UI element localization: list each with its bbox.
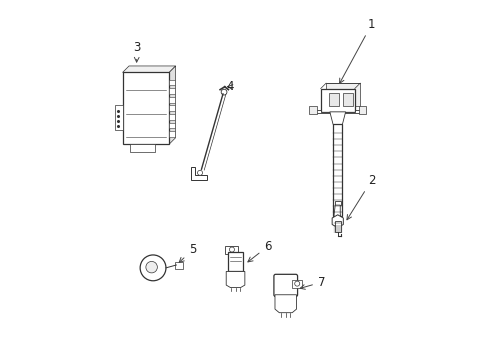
Polygon shape — [329, 112, 345, 125]
Bar — [175, 262, 183, 269]
Text: 4: 4 — [226, 80, 233, 93]
Bar — [168, 131, 174, 137]
Circle shape — [145, 261, 157, 273]
Bar — [168, 80, 174, 85]
Polygon shape — [314, 110, 360, 113]
Polygon shape — [190, 167, 207, 180]
Bar — [358, 106, 366, 114]
Bar — [168, 105, 174, 111]
Bar — [343, 93, 352, 107]
Circle shape — [221, 89, 226, 95]
Bar — [129, 144, 155, 152]
Bar — [334, 201, 340, 205]
Text: 1: 1 — [339, 18, 375, 84]
Bar — [122, 72, 169, 144]
Polygon shape — [331, 215, 343, 228]
Polygon shape — [122, 66, 175, 72]
Polygon shape — [274, 295, 296, 313]
Bar — [227, 252, 243, 271]
Bar — [168, 123, 174, 129]
Text: 7: 7 — [300, 276, 325, 289]
Circle shape — [140, 255, 165, 281]
Text: 6: 6 — [247, 240, 271, 262]
Circle shape — [294, 281, 299, 286]
Bar — [168, 114, 174, 120]
Text: 3: 3 — [133, 41, 141, 62]
Text: 2: 2 — [346, 174, 375, 220]
Bar — [225, 246, 238, 253]
Bar — [292, 280, 302, 288]
Polygon shape — [333, 205, 341, 220]
Circle shape — [229, 247, 234, 252]
FancyBboxPatch shape — [273, 274, 297, 297]
Bar — [320, 89, 354, 112]
Bar — [168, 88, 174, 94]
Bar — [334, 221, 340, 232]
Polygon shape — [169, 66, 175, 144]
Text: 5: 5 — [179, 243, 196, 262]
Bar — [168, 97, 174, 103]
Bar — [308, 106, 316, 114]
Polygon shape — [226, 271, 244, 288]
Circle shape — [197, 170, 202, 175]
Bar — [328, 93, 338, 107]
Polygon shape — [115, 105, 122, 130]
Bar — [325, 83, 360, 107]
Bar — [333, 125, 341, 216]
